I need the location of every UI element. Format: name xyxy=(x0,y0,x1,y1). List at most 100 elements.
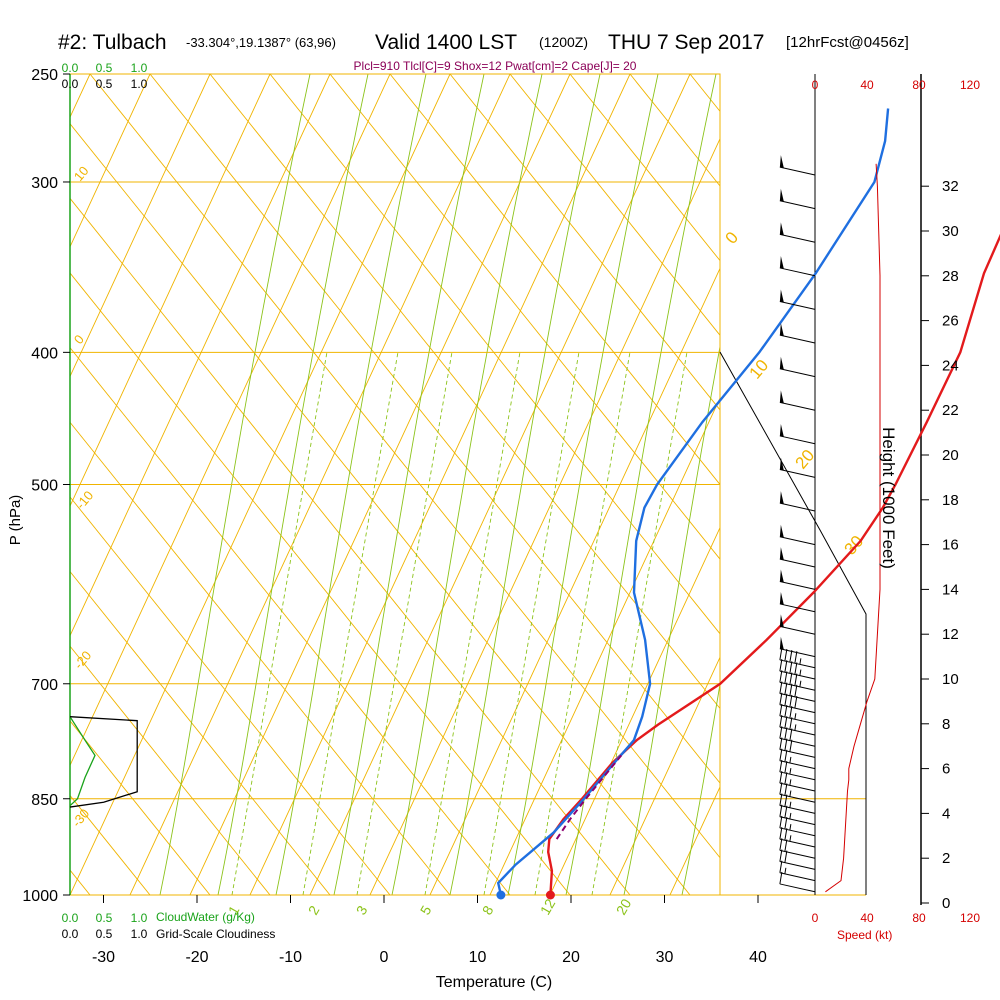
dry-adiabat-line xyxy=(850,74,1000,895)
barb-shaft xyxy=(779,502,816,512)
wind-barb xyxy=(779,569,816,590)
cloudiness-label: Grid-Scale Cloudiness xyxy=(156,927,275,941)
barb-feather xyxy=(784,772,788,785)
barb-shaft xyxy=(779,760,816,770)
barb-feather xyxy=(779,647,783,661)
wind-barb xyxy=(779,591,816,613)
pressure-tick-label: 300 xyxy=(31,175,58,192)
barb-shaft xyxy=(779,267,816,277)
barb-feather xyxy=(789,661,793,674)
parcel-line xyxy=(555,754,623,840)
barb-flag xyxy=(779,323,784,337)
height-axis-label: Height (1000 Feet) xyxy=(879,427,898,569)
barb-feather xyxy=(779,782,783,795)
barb-shaft xyxy=(779,558,816,568)
barb-shaft xyxy=(779,200,816,210)
barb-flag xyxy=(779,614,784,628)
height-tick-label: 30 xyxy=(942,223,959,240)
valid-date: THU 7 Sep 2017 xyxy=(608,31,764,54)
dry-adiabat-line xyxy=(70,74,211,378)
x-tick-label: 20 xyxy=(562,949,580,966)
wind-barb xyxy=(779,726,816,747)
chart-axes: -30 -20 -10 0 10 20 30 402503004005007008501000… xyxy=(22,61,980,966)
dry-adiabat-line xyxy=(549,526,720,895)
temperature-diagonal-line xyxy=(389,74,720,486)
mixing-ratio-line xyxy=(483,351,580,895)
wind-barb xyxy=(779,748,816,770)
station-coords: -33.304°,19.1387° (63,96) xyxy=(186,35,336,50)
forecast-info: [12hrFcst@0456z] xyxy=(786,34,909,51)
wind-barb xyxy=(779,647,816,669)
barb-half-feather xyxy=(799,669,802,676)
barb-feather xyxy=(784,828,788,841)
wind-barb xyxy=(779,289,816,310)
wind-barb xyxy=(779,457,816,478)
x-tick-label: 0 xyxy=(380,949,389,966)
height-tick-label: 18 xyxy=(942,492,959,509)
barb-shaft xyxy=(779,771,816,781)
barb-shaft xyxy=(779,603,816,613)
height-tick-label: 26 xyxy=(942,313,959,330)
barb-half-feather xyxy=(789,768,792,775)
wind-barb xyxy=(779,871,816,893)
wind-barb xyxy=(779,423,816,445)
barb-feather xyxy=(784,816,788,830)
barb-shaft xyxy=(779,581,816,590)
barb-feather xyxy=(779,670,783,683)
temperature-diagonal-line xyxy=(70,645,271,895)
barb-feather xyxy=(784,805,788,818)
wind-barb xyxy=(779,390,816,411)
temperature-diagonal-line xyxy=(750,74,1000,895)
barb-shaft xyxy=(779,469,816,478)
speed-tick-label-top: 0 xyxy=(812,78,819,92)
barb-shaft xyxy=(779,726,816,736)
wind-barb xyxy=(779,715,816,736)
cloudwater-tick-top: 1.0 xyxy=(131,61,148,75)
cloudwater-tick-bottom: 0.5 xyxy=(96,911,113,925)
wind-barb xyxy=(779,659,816,680)
mixing-ratio-line xyxy=(302,351,399,895)
speed-tick-label-bottom: 80 xyxy=(912,911,926,925)
moist-adiabat-line xyxy=(333,74,485,895)
mixing-ratio-label: 2 xyxy=(305,903,323,918)
barb-shaft xyxy=(779,805,816,814)
height-tick-label: 6 xyxy=(942,761,950,778)
chart-header: #2: Tulbach -33.304°,19.1387° (63,96) Va… xyxy=(58,31,909,73)
height-tick-label: 4 xyxy=(942,805,950,822)
height-tick-label: 24 xyxy=(942,357,959,374)
x-tick-label: 30 xyxy=(656,949,674,966)
barb-flag xyxy=(779,547,784,561)
dry-adiabat-label: 0 xyxy=(722,228,743,247)
temperature-diagonal-line xyxy=(70,720,211,895)
height-tick-label: 28 xyxy=(942,268,959,285)
barb-feather xyxy=(779,748,783,761)
barb-flag xyxy=(779,255,784,269)
mixing-ratio-label: 8 xyxy=(479,903,497,918)
barb-half-feather xyxy=(789,835,792,842)
speed-axis-label: Speed (kt) xyxy=(837,928,892,942)
cloudiness-tick-bottom: 0.5 xyxy=(96,927,113,941)
moist-adiabat-line xyxy=(623,344,720,895)
wind-barb xyxy=(779,771,816,792)
barb-feather xyxy=(779,726,783,739)
height-tick-label: 16 xyxy=(942,537,959,554)
barb-flag xyxy=(779,591,784,605)
x-tick-label: -30 xyxy=(92,949,115,966)
cloud-panel xyxy=(69,716,138,808)
mixing-ratio-line xyxy=(591,351,688,895)
axis-labels: P (hPa) Temperature (C) Height (1000 Fee… xyxy=(7,427,898,991)
wind-barb xyxy=(779,815,816,837)
wind-barb xyxy=(779,737,816,758)
moist-adiabat-line xyxy=(391,74,543,895)
barb-shaft xyxy=(779,435,816,445)
pressure-tick-label: 500 xyxy=(31,478,58,495)
barb-flag xyxy=(779,222,784,236)
wind-barb xyxy=(779,222,816,243)
barb-feather xyxy=(779,838,783,851)
temperature-line xyxy=(546,233,1000,896)
moist-adiabat-line xyxy=(565,74,717,895)
pressure-tick-label: 850 xyxy=(31,792,58,809)
zulu-time: (1200Z) xyxy=(539,34,588,50)
barb-feather xyxy=(779,759,783,773)
barb-feather xyxy=(794,673,798,686)
